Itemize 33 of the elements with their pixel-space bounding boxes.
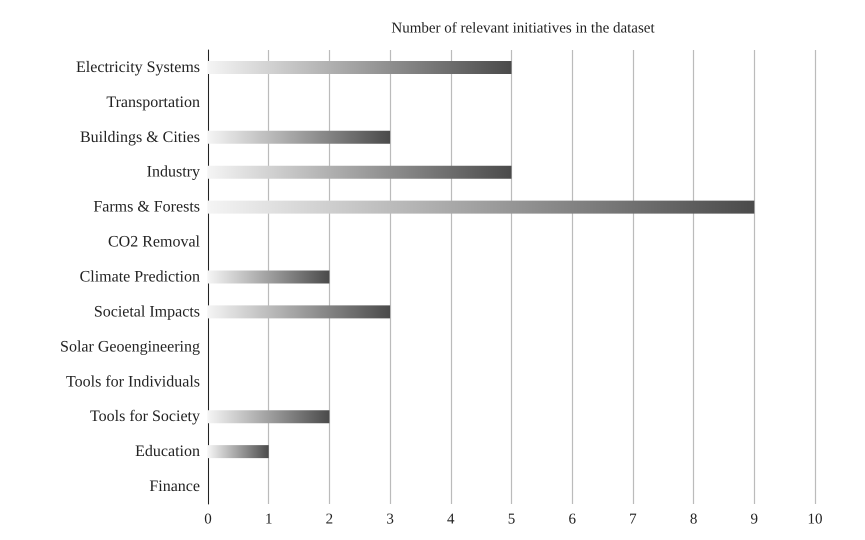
y-tick-label: Transportation <box>106 94 200 111</box>
y-tick-label: Climate Prediction <box>80 268 200 286</box>
x-tick-label: 0 <box>204 512 212 528</box>
x-tick-label: 1 <box>264 512 272 528</box>
y-tick-label: Education <box>135 443 200 460</box>
bar <box>208 445 269 458</box>
x-tick-label: 8 <box>690 512 698 528</box>
chart-title: Number of relevant initiatives in the dataset <box>391 20 656 36</box>
y-tick-label: CO2 Removal <box>108 234 201 251</box>
bar <box>208 166 512 179</box>
y-tick-label: Solar Geoengineering <box>60 338 200 356</box>
y-tick-label: Buildings & Cities <box>80 128 200 146</box>
x-tick-label: 4 <box>447 512 456 528</box>
x-tick-label: 10 <box>808 512 822 528</box>
x-tick-label: 7 <box>629 512 638 528</box>
y-tick-label: Tools for Individuals <box>66 373 200 390</box>
y-tick-label: Industry <box>146 164 200 181</box>
x-tick-label: 6 <box>568 512 576 528</box>
x-tick-label: 9 <box>750 512 758 528</box>
y-tick-label: Electricity Systems <box>76 58 200 76</box>
bar <box>208 270 330 284</box>
bar <box>208 305 390 318</box>
bar <box>208 200 754 214</box>
y-tick-label: Farms & Forests <box>93 198 200 216</box>
bar <box>208 130 390 144</box>
x-tick-label: 5 <box>508 512 516 528</box>
x-tick-label: 3 <box>386 512 394 528</box>
bar <box>208 60 512 74</box>
y-tick-label: Tools for Society <box>90 408 200 426</box>
x-tick-label: 2 <box>326 512 334 528</box>
y-tick-label: Finance <box>149 478 200 496</box>
bar <box>208 410 330 424</box>
y-tick-label: Societal Impacts <box>94 303 200 320</box>
